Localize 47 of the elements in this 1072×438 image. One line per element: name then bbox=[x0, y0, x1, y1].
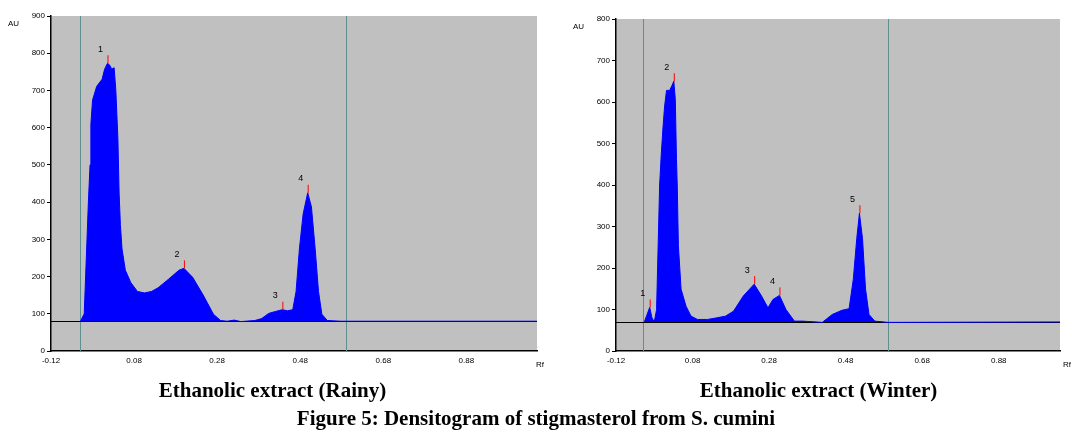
y-tick-label: 700 bbox=[31, 85, 46, 95]
annotation: 1 bbox=[640, 287, 646, 298]
annotation: 5 bbox=[849, 193, 855, 204]
x-tick-label: 0.08 bbox=[126, 356, 143, 365]
y-tick-label: 800 bbox=[31, 48, 46, 58]
x-tick-label: -0.12 bbox=[606, 356, 626, 365]
x-tick-label: 0.68 bbox=[375, 356, 392, 365]
x-tick-label: 0.08 bbox=[684, 356, 701, 365]
y-tick-label: 300 bbox=[31, 234, 46, 244]
y-tick-label: 700 bbox=[596, 55, 611, 65]
y-tick-label: 300 bbox=[596, 221, 611, 231]
y-tick-label: 800 bbox=[596, 14, 611, 24]
annotation: 4 bbox=[769, 275, 775, 286]
x-tick-label: 0.48 bbox=[292, 356, 309, 365]
y-axis-title: AU bbox=[573, 22, 585, 32]
annotation: 1 bbox=[97, 43, 103, 54]
y-tick-label: 200 bbox=[31, 271, 46, 281]
y-tick-label: 400 bbox=[596, 180, 611, 190]
x-tick-label: -0.12 bbox=[41, 356, 61, 365]
y-tick-label: 400 bbox=[31, 197, 46, 207]
annotation: 2 bbox=[664, 61, 670, 72]
y-tick-label: 0 bbox=[605, 346, 611, 356]
annotation: 2 bbox=[174, 248, 180, 259]
annotation: 4 bbox=[298, 173, 304, 184]
x-axis-title: Rf bbox=[1063, 360, 1072, 370]
annotation: 3 bbox=[744, 264, 750, 275]
annotation: 3 bbox=[272, 290, 278, 301]
text: Ethanolic extract (Rainy) bbox=[157, 378, 388, 403]
y-tick-label: 100 bbox=[31, 308, 46, 318]
y-tick-label: 900 bbox=[31, 11, 46, 21]
y-tick-label: 600 bbox=[31, 122, 46, 132]
text: Ethanolic extract (Winter) bbox=[698, 378, 939, 403]
x-tick-label: 0.28 bbox=[209, 356, 226, 365]
x-tick-label: 0.88 bbox=[458, 356, 475, 365]
caption: Figure 5: Densitogram of stigmasterol from S. cumini bbox=[295, 406, 777, 431]
x-tick-label: 0.28 bbox=[761, 356, 778, 365]
y-tick-label: 600 bbox=[596, 97, 611, 107]
x-axis-title: Rf bbox=[536, 360, 545, 370]
y-tick-label: 500 bbox=[596, 138, 611, 148]
x-tick-label: 0.48 bbox=[837, 356, 854, 365]
y-tick-label: 100 bbox=[596, 304, 611, 314]
x-tick-label: 0.88 bbox=[990, 356, 1008, 365]
x-tick-label: 0.68 bbox=[914, 356, 931, 365]
y-axis-title: AU bbox=[8, 19, 20, 29]
y-tick-label: 0 bbox=[40, 346, 46, 356]
y-tick-label: 200 bbox=[596, 263, 611, 273]
y-tick-label: 500 bbox=[31, 160, 46, 170]
